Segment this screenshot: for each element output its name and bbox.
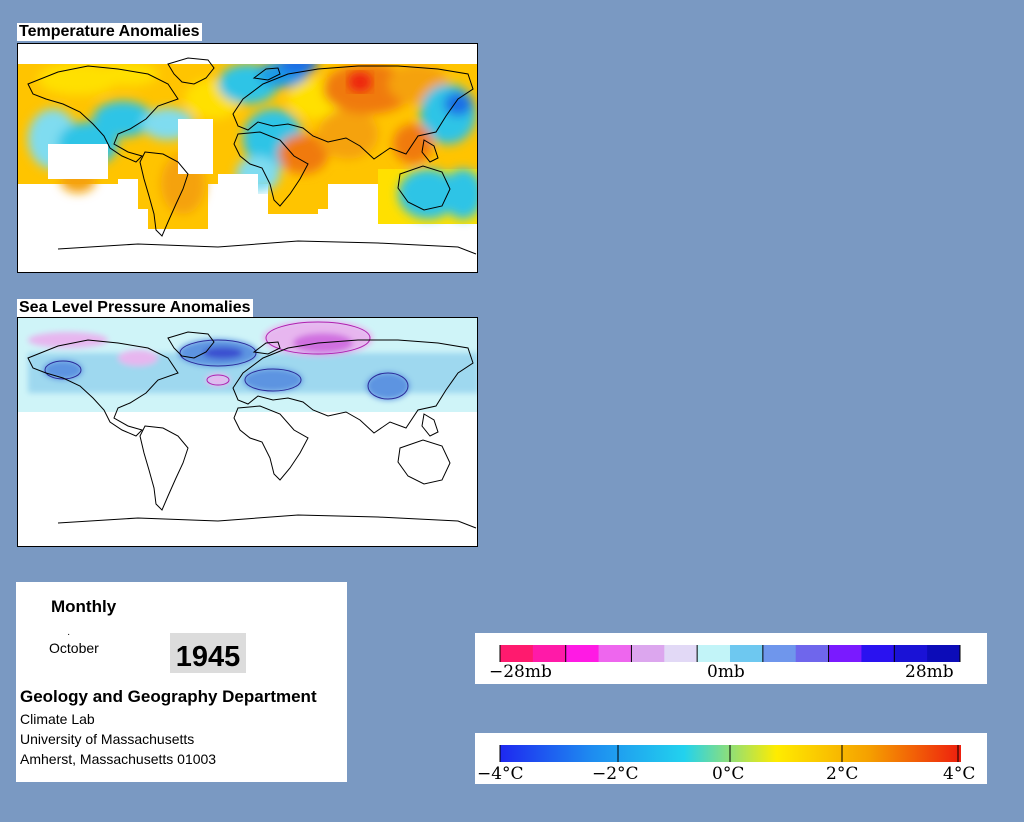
temperature-legend-label-3: 0°C <box>712 764 744 784</box>
year-label: 1945 <box>170 633 246 673</box>
info-panel: Monthly · October 1945 Geology and Geogr… <box>16 582 347 782</box>
pressure-legend-mid: 0mb <box>707 662 745 682</box>
coastlines <box>27 57 477 255</box>
pressure-legend-max: 28mb <box>905 662 954 682</box>
temperature-anomaly-field <box>18 44 477 272</box>
coastlines <box>27 331 477 529</box>
pressure-legend-min: −28mb <box>489 662 552 682</box>
lab-name: Climate Lab <box>20 711 95 727</box>
temperature-legend-ticks <box>499 745 959 762</box>
frequency-label: Monthly <box>51 597 117 616</box>
temperature-legend-label-2: −2°C <box>592 764 639 784</box>
temperature-title: Temperature Anomalies <box>17 23 202 41</box>
department-name: Geology and Geography Department <box>20 687 317 706</box>
pressure-anomaly-field <box>18 318 477 412</box>
month-label: October <box>49 640 99 656</box>
temperature-legend-label-4: 2°C <box>826 764 858 784</box>
address-line: Amherst, Massachusetts 01003 <box>20 751 217 767</box>
pressure-map <box>17 317 478 547</box>
temperature-map <box>17 43 478 273</box>
university-name: University of Massachusetts <box>20 731 195 747</box>
pressure-title: Sea Level Pressure Anomalies <box>17 299 253 317</box>
temperature-legend-label-1: −4°C <box>477 764 524 784</box>
dot-mark: · <box>67 629 71 640</box>
pressure-legend-swatches <box>499 645 961 662</box>
temperature-legend-label-5: 4°C <box>943 764 975 784</box>
pressure-legend: −28mb 0mb 28mb <box>475 633 987 684</box>
temperature-legend: −4°C −2°C 0°C 2°C 4°C <box>475 733 987 784</box>
